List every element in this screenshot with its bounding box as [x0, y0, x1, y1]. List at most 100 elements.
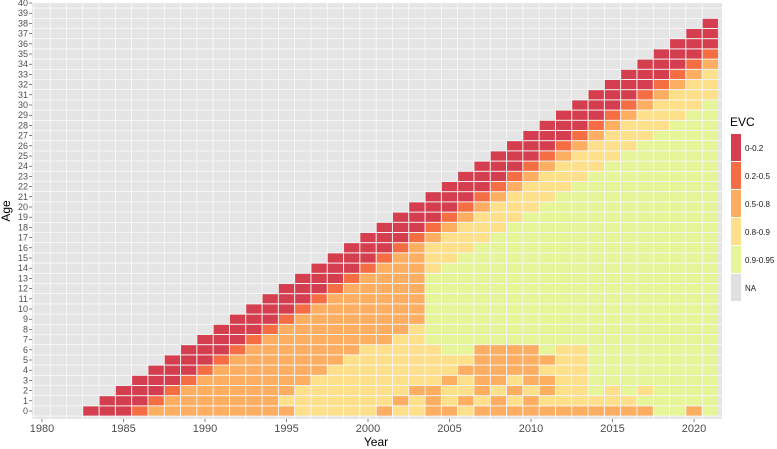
heatmap-cell: [311, 386, 327, 396]
heatmap-cell: [604, 202, 621, 212]
heatmap-cell: [555, 314, 572, 324]
y-tick-label: 19: [18, 212, 28, 222]
heatmap-cell: [507, 182, 523, 192]
legend-title: EVC: [730, 115, 755, 129]
heatmap-cell: [653, 294, 670, 304]
heatmap-cell: [555, 110, 572, 120]
heatmap-cell: [132, 396, 148, 406]
heatmap-cell: [409, 365, 425, 375]
heatmap-cell: [686, 345, 702, 355]
heatmap-cell: [507, 171, 523, 181]
heatmap-cell: [686, 100, 702, 110]
heatmap-cell: [311, 273, 327, 283]
heatmap-cell: [262, 324, 278, 334]
heatmap-cell: [604, 233, 621, 243]
heatmap-cell: [637, 243, 653, 253]
heatmap-cell: [523, 212, 539, 222]
heatmap-cell: [686, 355, 702, 365]
y-tick-label: 7: [23, 335, 28, 345]
heatmap-cell: [555, 202, 572, 212]
heatmap-cell: [197, 386, 213, 396]
heatmap-cell: [637, 375, 653, 385]
heatmap-cell: [246, 375, 262, 385]
heatmap-cell: [572, 110, 588, 120]
heatmap-cell: [83, 406, 99, 416]
heatmap-cell: [409, 284, 425, 294]
heatmap-cell: [653, 243, 670, 253]
heatmap-cell: [376, 324, 392, 334]
heatmap-cell: [637, 304, 653, 314]
heatmap-cell: [490, 355, 507, 365]
legend-swatch: [731, 246, 741, 273]
heatmap-cell: [262, 386, 278, 396]
heatmap-cell: [523, 314, 539, 324]
heatmap-cell: [604, 151, 621, 161]
heatmap-cell: [441, 233, 458, 243]
heatmap-cell: [670, 120, 686, 130]
heatmap-cell: [409, 324, 425, 334]
heatmap-cell: [441, 212, 458, 222]
heatmap-cell: [392, 335, 409, 345]
heatmap-cell: [490, 314, 507, 324]
heatmap-cell: [588, 120, 604, 130]
heatmap-cell: [621, 151, 637, 161]
heatmap-cell: [197, 365, 213, 375]
heatmap-cell: [311, 355, 327, 365]
heatmap-cell: [327, 396, 344, 406]
heatmap-cell: [490, 182, 507, 192]
heatmap-cell: [572, 192, 588, 202]
heatmap-cell: [392, 324, 409, 334]
heatmap-cell: [686, 120, 702, 130]
heatmap-cell: [262, 406, 278, 416]
heatmap-cell: [555, 182, 572, 192]
heatmap-cell: [653, 110, 670, 120]
heatmap-cell: [604, 161, 621, 171]
x-tick-label: 2000: [356, 423, 380, 435]
heatmap-cell: [474, 396, 490, 406]
heatmap-cell: [702, 273, 718, 283]
heatmap-cell: [441, 335, 458, 345]
heatmap-cell: [278, 314, 295, 324]
heatmap-cell: [229, 396, 246, 406]
heatmap-cell: [507, 222, 523, 232]
heatmap-cell: [604, 345, 621, 355]
heatmap-cell: [327, 345, 344, 355]
heatmap-cell: [653, 100, 670, 110]
heatmap-cell: [653, 171, 670, 181]
heatmap-cell: [507, 345, 523, 355]
heatmap-cell: [588, 141, 604, 151]
heatmap-cell: [637, 355, 653, 365]
heatmap-cell: [555, 243, 572, 253]
heatmap-cell: [490, 345, 507, 355]
heatmap-cell: [246, 386, 262, 396]
heatmap-cell: [523, 182, 539, 192]
heatmap-cell: [490, 386, 507, 396]
heatmap-cell: [653, 284, 670, 294]
heatmap-cell: [441, 253, 458, 263]
heatmap-cell: [425, 324, 441, 334]
heatmap-cell: [523, 171, 539, 181]
heatmap-cell: [702, 192, 718, 202]
heatmap-cell: [490, 151, 507, 161]
heatmap-cell: [588, 202, 604, 212]
heatmap-cell: [344, 284, 360, 294]
heatmap-cell: [702, 161, 718, 171]
heatmap-cell: [604, 365, 621, 375]
heatmap-cell: [588, 284, 604, 294]
heatmap-cell: [604, 110, 621, 120]
heatmap-cell: [621, 365, 637, 375]
heatmap-cell: [392, 273, 409, 283]
heatmap-cell: [555, 335, 572, 345]
heatmap-cell: [213, 335, 229, 345]
heatmap-cell: [441, 355, 458, 365]
heatmap-cell: [686, 365, 702, 375]
heatmap-cell: [425, 243, 441, 253]
heatmap-cell: [507, 243, 523, 253]
heatmap-cell: [409, 202, 425, 212]
heatmap-cell: [507, 284, 523, 294]
heatmap-cell: [653, 396, 670, 406]
heatmap-cell: [441, 263, 458, 273]
heatmap-cell: [702, 29, 718, 39]
heatmap-cell: [425, 335, 441, 345]
heatmap-cell: [507, 314, 523, 324]
